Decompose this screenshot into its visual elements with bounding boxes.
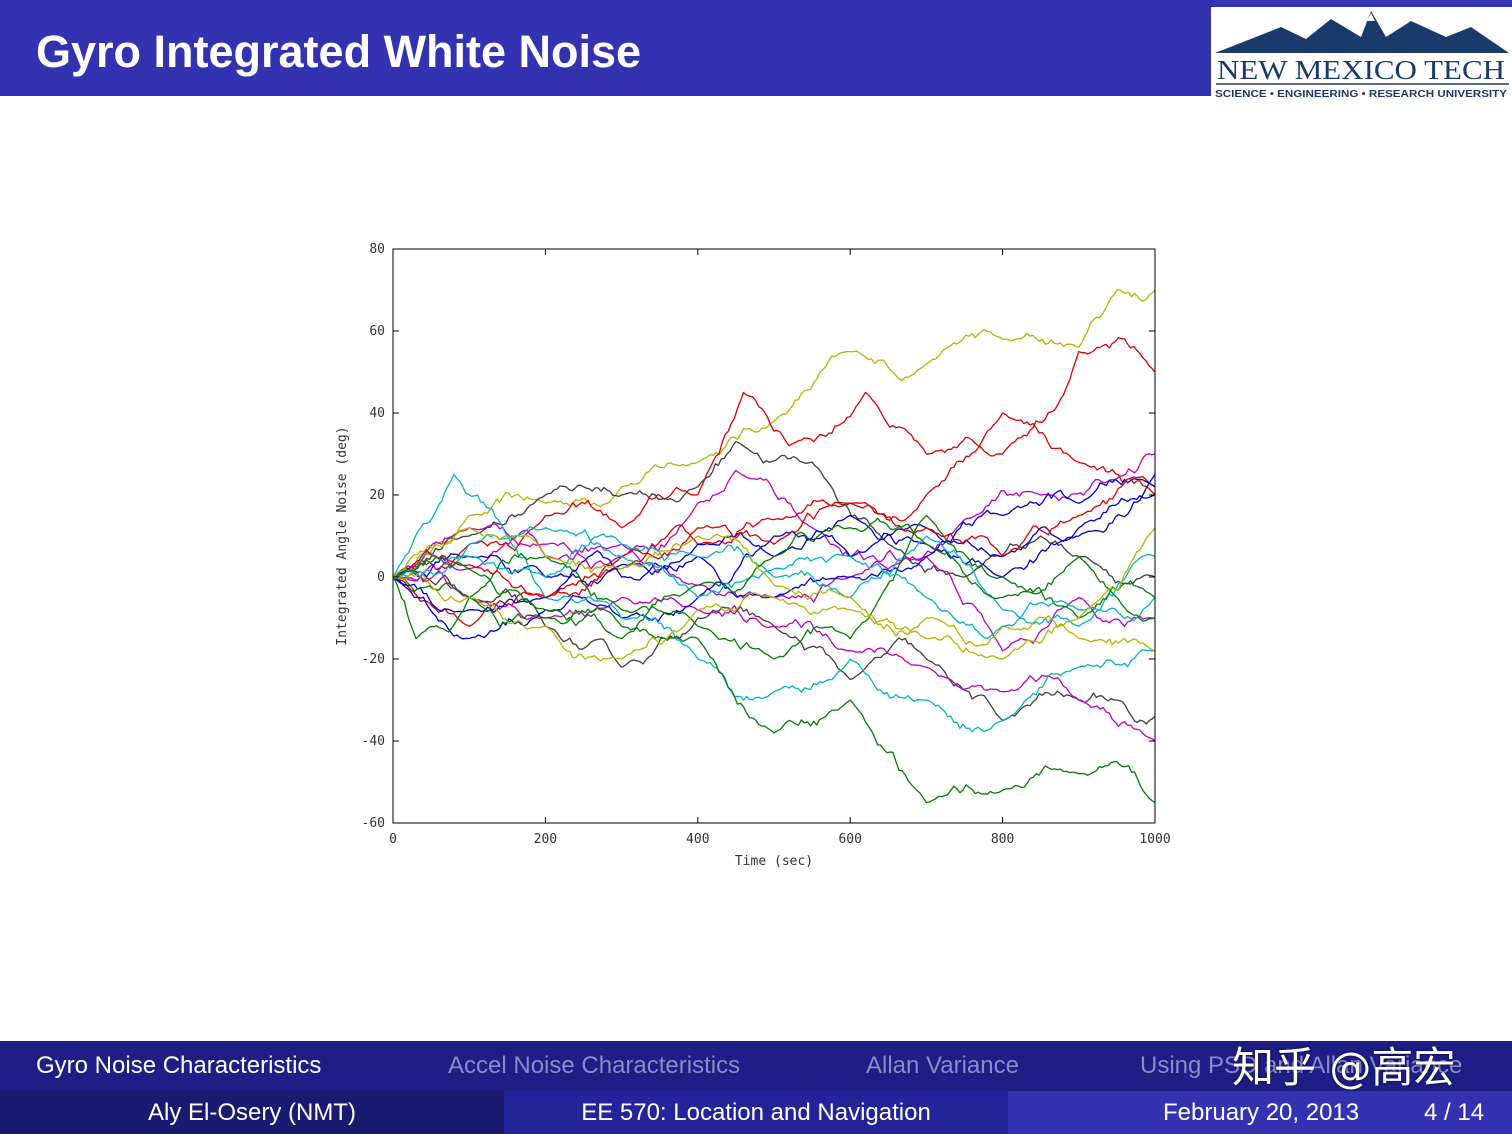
y-tick-label: 20 xyxy=(369,488,385,503)
series-line-2 xyxy=(392,336,1156,578)
series-line-5 xyxy=(392,572,1156,725)
x-tick-label: 800 xyxy=(991,832,1014,847)
series-line-17 xyxy=(392,478,1156,599)
x-axis-label: Time (sec) xyxy=(735,854,813,869)
series-line-15 xyxy=(392,514,1156,660)
series-line-9 xyxy=(392,474,1156,640)
watermark: 知乎 @高宏 xyxy=(1232,1043,1456,1092)
nav-item-psd-allan[interactable]: Using PSD and Allan Variance xyxy=(1140,1052,1463,1079)
y-tick-label: 40 xyxy=(369,406,385,421)
y-tick-label: -20 xyxy=(362,652,385,667)
y-tick-label: 0 xyxy=(377,570,385,585)
footer-page-number: 4 / 14 xyxy=(1424,1099,1485,1126)
y-tick-label: 80 xyxy=(369,242,385,257)
footer-date: February 20, 2013 xyxy=(1163,1099,1360,1126)
x-tick-label: 200 xyxy=(534,832,557,847)
mountain-logo-icon xyxy=(1215,11,1509,53)
series-line-7 xyxy=(392,570,1156,742)
series-line-20 xyxy=(392,527,1156,660)
y-tick-label: -40 xyxy=(362,734,385,749)
footer-author: Aly El-Osery (NMT) xyxy=(0,1091,504,1134)
series-line-1 xyxy=(392,289,1156,578)
nav-item-gyro-noise[interactable]: Gyro Noise Characteristics xyxy=(36,1052,322,1079)
slide-title: Gyro Integrated White Noise xyxy=(36,26,642,77)
series-line-19 xyxy=(392,517,1156,640)
x-tick-label: 1000 xyxy=(1139,832,1170,847)
series-line-10 xyxy=(392,494,1156,587)
series-line-13 xyxy=(392,533,1156,627)
x-tick-label: 400 xyxy=(686,832,709,847)
plot-frame xyxy=(392,248,1156,824)
x-tick-label: 0 xyxy=(389,832,397,847)
university-logo: NEW MEXICO TECH SCIENCE • ENGINEERING • … xyxy=(1211,7,1512,100)
y-tick-label: 60 xyxy=(369,324,385,339)
noise-chart: 0 200 400 600 800 1000 -60 -40 -20 0 20 40 60 80 Time… xyxy=(335,242,1171,869)
x-tick-label: 600 xyxy=(838,832,861,847)
series-line-4 xyxy=(392,441,1156,585)
y-tick-label: -60 xyxy=(362,816,385,831)
series-line-16 xyxy=(392,570,1156,662)
series-group xyxy=(392,289,1156,804)
series-line-18 xyxy=(392,525,1156,639)
ticks-group: 0 200 400 600 800 1000 -60 -40 -20 0 20 40 60 80 xyxy=(362,242,1171,847)
nav-item-accel-noise[interactable]: Accel Noise Characteristics xyxy=(448,1052,741,1079)
logo-tagline: SCIENCE • ENGINEERING • RESEARCH UNIVERS… xyxy=(1215,89,1507,100)
nav-item-allan-variance[interactable]: Allan Variance xyxy=(866,1052,1019,1079)
logo-name: NEW MEXICO TECH xyxy=(1217,55,1505,85)
footer-date-page: February 20, 2013 4 / 14 xyxy=(1008,1091,1512,1134)
section-nav-bar xyxy=(0,1041,1512,1091)
series-line-6 xyxy=(392,453,1156,578)
footer-course: EE 570: Location and Navigation xyxy=(504,1091,1008,1134)
series-line-14 xyxy=(392,576,1156,804)
y-axis-label: Integrated Angle Noise (deg) xyxy=(335,426,350,645)
